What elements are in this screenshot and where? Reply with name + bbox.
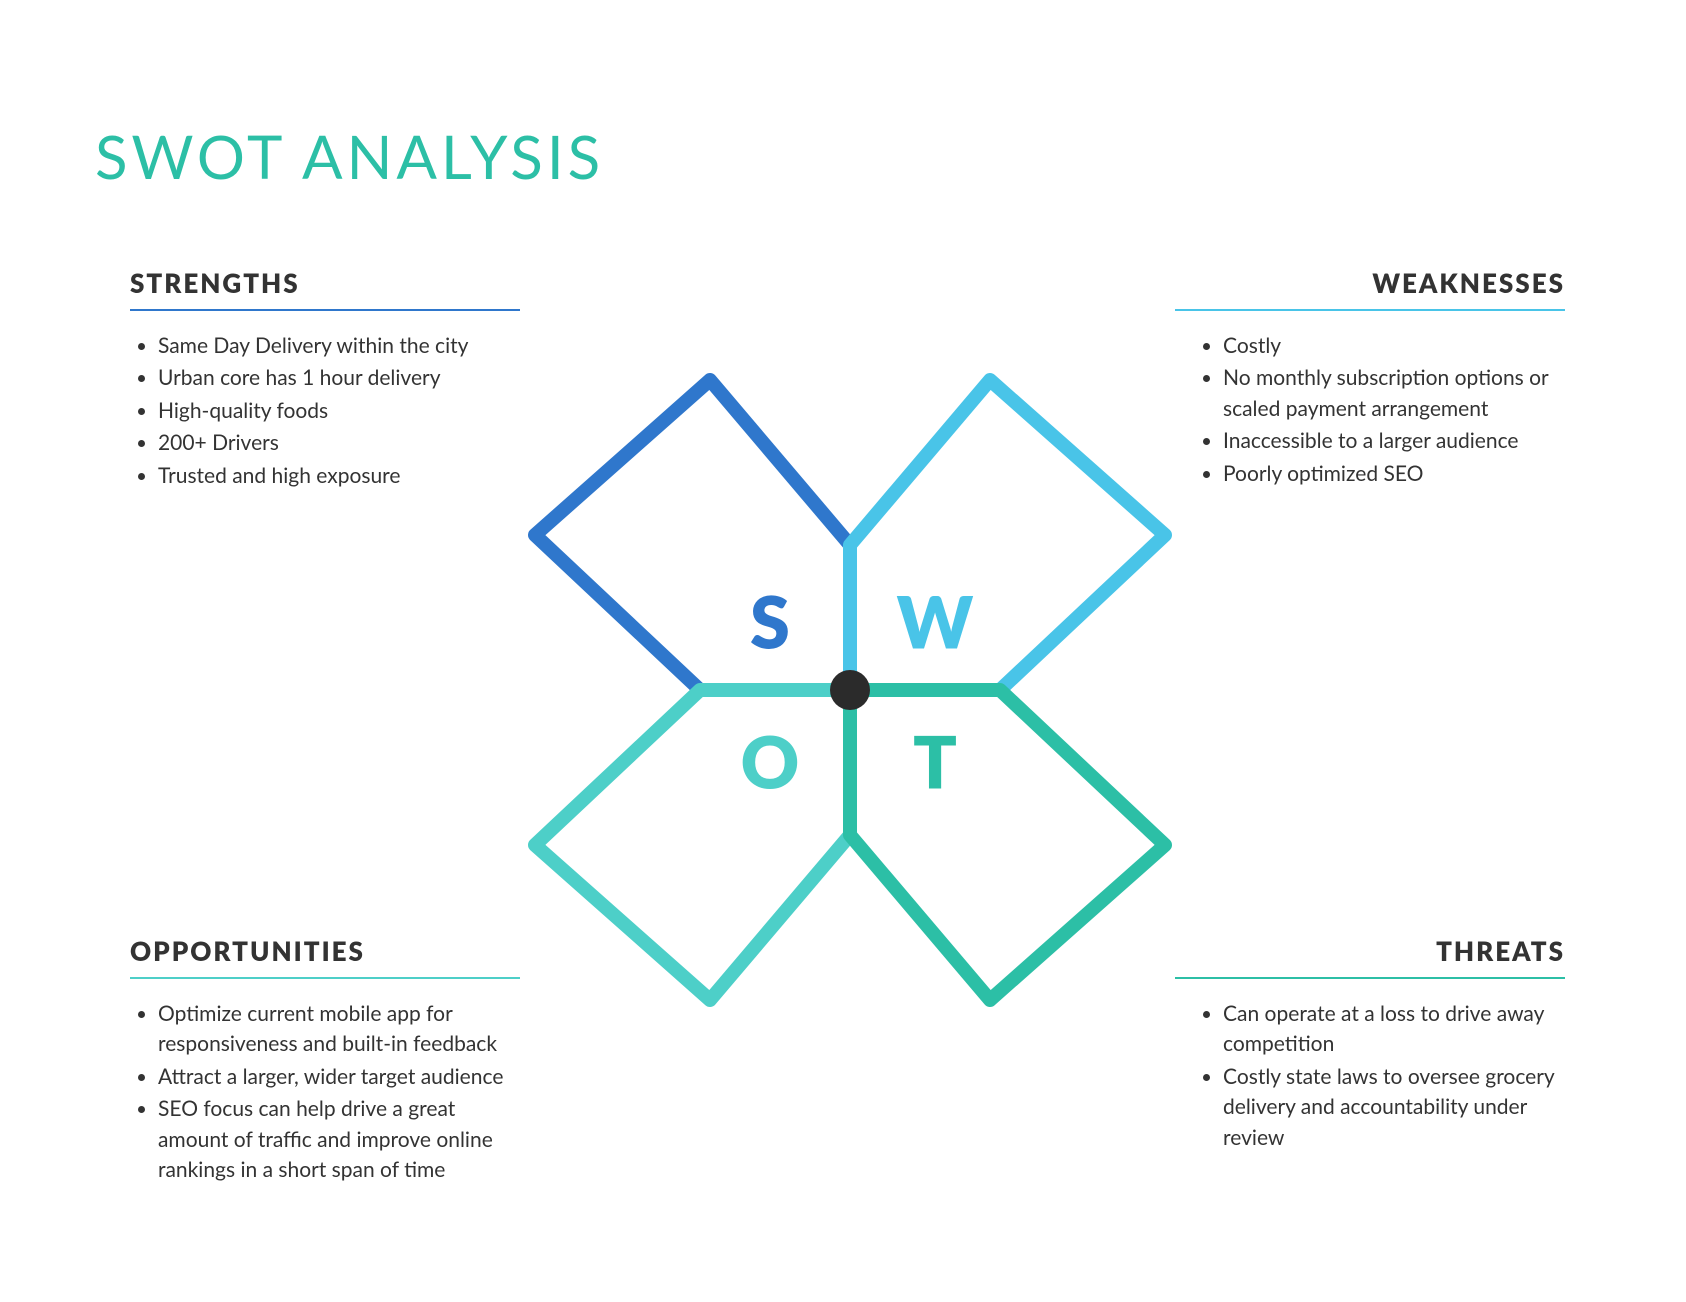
letter-t: T [913,719,957,805]
petal-threats [850,690,1165,1000]
letter-o: O [741,719,800,805]
center-dot [830,670,870,710]
petal-opportunities [535,690,850,1000]
swot-diagram: S W O T [400,240,1300,1140]
letter-w: W [897,579,974,665]
page-title: SWOT ANALYSIS [95,120,604,192]
petal-strengths [535,380,850,690]
letter-s: S [750,579,790,665]
